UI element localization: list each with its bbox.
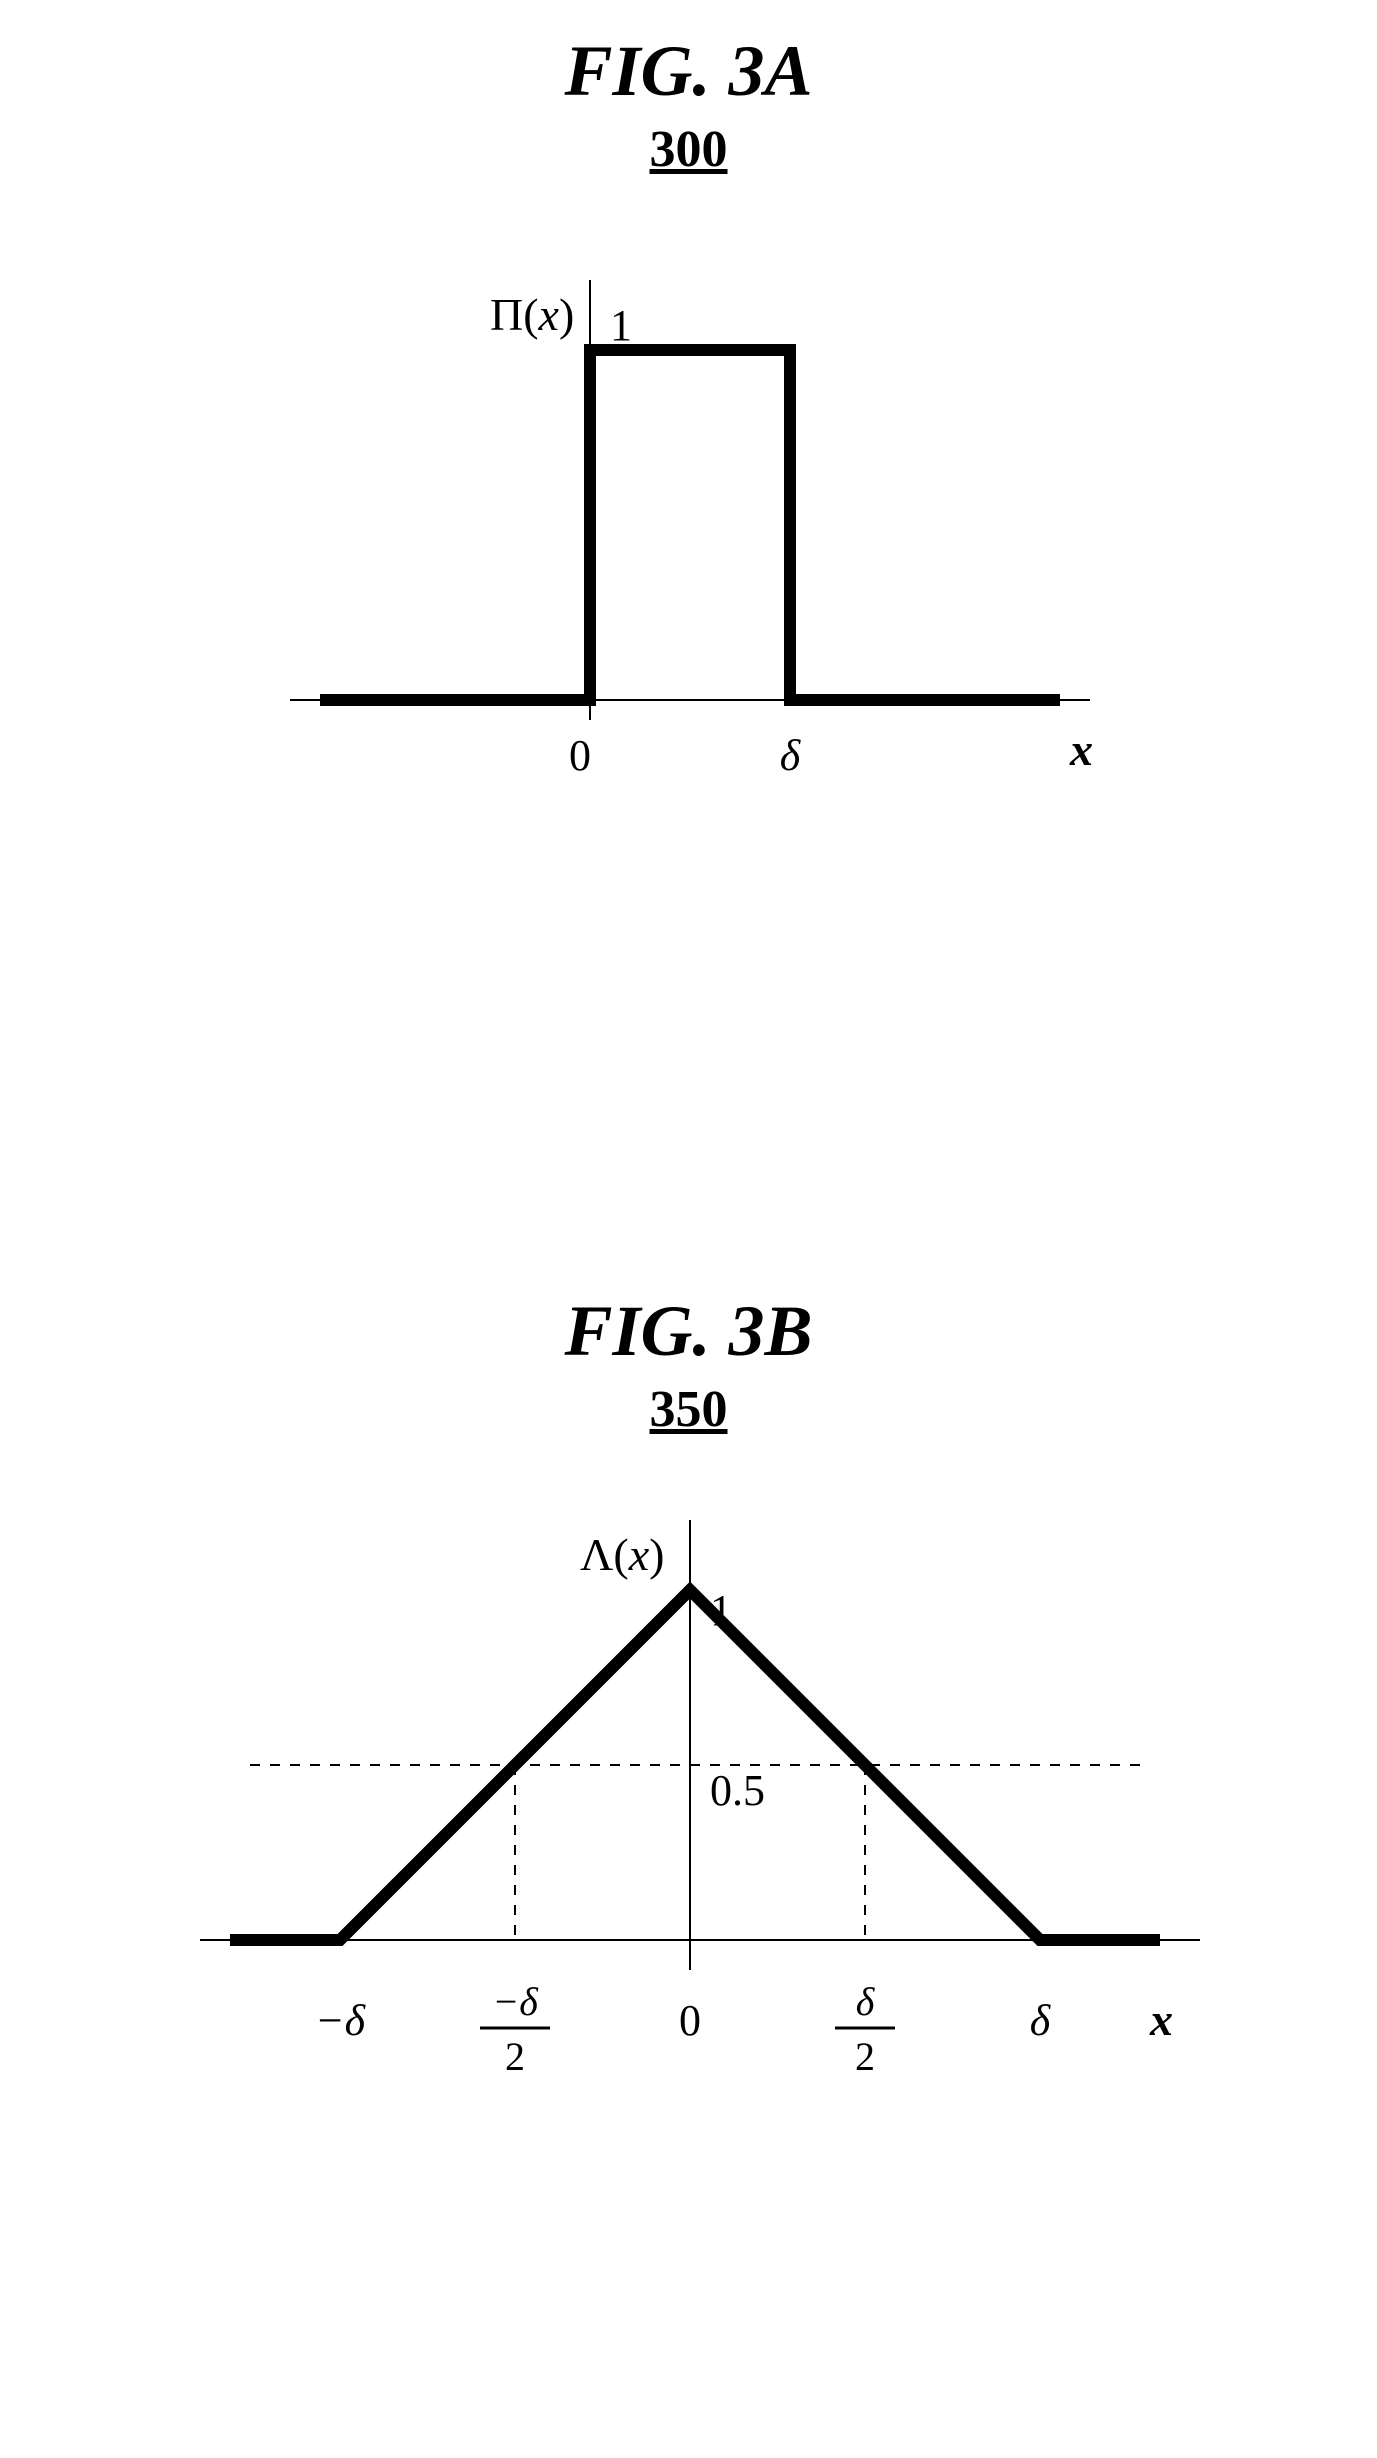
x-tick-delta-half: δ 2: [835, 1979, 895, 2079]
x-tick-delta: δ: [780, 731, 802, 780]
y-tick-1: 1: [610, 301, 632, 350]
x-tick-neg-delta-half: −δ 2: [480, 1979, 550, 2079]
x-tick-delta: δ: [1030, 1996, 1052, 2045]
x-axis-label: x: [1069, 724, 1093, 775]
fig-b-title: FIG. 3B: [0, 1290, 1377, 1373]
x-tick-0: 0: [679, 1996, 701, 2045]
svg-text:δ: δ: [856, 1979, 876, 2024]
y-tick-05: 0.5: [710, 1766, 765, 1815]
func-label: Λ(x): [580, 1529, 664, 1580]
fig-a-ref: 300: [0, 120, 1377, 179]
svg-text:2: 2: [505, 2034, 525, 2079]
svg-text:−δ: −δ: [492, 1979, 539, 2024]
fig-a-chart: Π(x) 1 0 δ x: [190, 220, 1190, 840]
x-tick-neg-delta: −δ: [315, 1996, 367, 2045]
svg-text:2: 2: [855, 2034, 875, 2079]
page: FIG. 3A 300 Π(x) 1 0 δ x FIG. 3B 350 Λ(x…: [0, 0, 1377, 2458]
fig-b-ref: 350: [0, 1380, 1377, 1439]
fig-b-chart: Λ(x) 1 0.5 −δ −δ 2 0 δ 2 δ x: [140, 1470, 1240, 2250]
func-label: Π(x): [490, 289, 574, 340]
x-tick-0: 0: [569, 731, 591, 780]
x-axis-label: x: [1149, 1994, 1173, 2045]
rect-pulse-curve: [320, 350, 1060, 700]
y-tick-1: 1: [710, 1586, 732, 1635]
fig-a-title: FIG. 3A: [0, 30, 1377, 113]
